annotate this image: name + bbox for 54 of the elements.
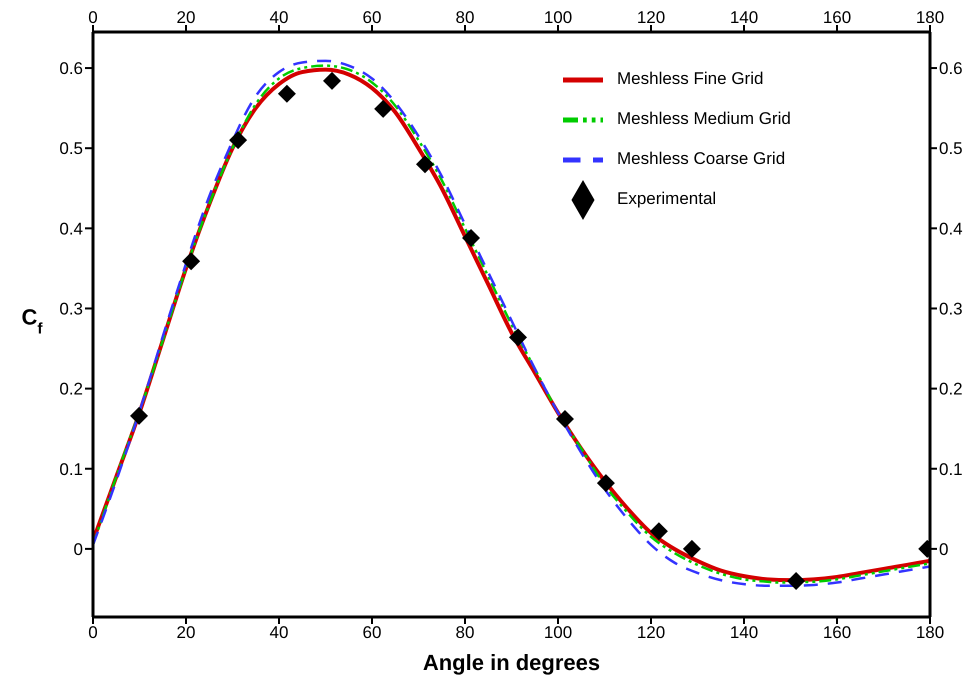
y2-tick-label: 0.5 bbox=[939, 139, 963, 158]
x2-tick-label: 120 bbox=[636, 623, 666, 642]
y-tick-label: 0.2 bbox=[59, 380, 83, 399]
x2-tick-label: 140 bbox=[730, 623, 758, 642]
point bbox=[374, 100, 392, 118]
legend-label: Meshless Coarse Grid bbox=[617, 149, 786, 168]
point bbox=[509, 328, 528, 346]
point bbox=[596, 474, 615, 492]
x-tick-label: 40 bbox=[270, 8, 288, 27]
y2-tick-label: 0 bbox=[939, 540, 948, 559]
point bbox=[182, 252, 200, 270]
x2-tick-label: 180 bbox=[916, 623, 944, 642]
y-tick-label: 0.6 bbox=[59, 59, 83, 78]
point bbox=[323, 72, 342, 90]
x-tick-label: 80 bbox=[456, 8, 474, 27]
x2-tick-label: 80 bbox=[456, 623, 474, 642]
x2-tick-label: 100 bbox=[544, 623, 572, 642]
y-tick-label: 0.3 bbox=[59, 300, 83, 319]
y2-tick-label: 0.4 bbox=[939, 219, 963, 238]
y2-tick-label: 0.1 bbox=[939, 460, 963, 479]
legend-label: Meshless Medium Grid bbox=[617, 109, 791, 128]
point bbox=[416, 155, 434, 174]
x2-tick-label: 20 bbox=[176, 623, 196, 642]
point bbox=[130, 406, 148, 425]
point bbox=[462, 228, 480, 247]
y2-tick-label: 0.6 bbox=[939, 59, 963, 78]
point bbox=[787, 572, 806, 590]
legend-label: Meshless Fine Grid bbox=[617, 69, 764, 88]
point bbox=[650, 522, 668, 540]
x-tick-label: 120 bbox=[636, 8, 666, 27]
y-tick-label: 0.5 bbox=[59, 139, 83, 158]
x2-tick-label: 160 bbox=[822, 623, 852, 642]
y-tick-label: 0.1 bbox=[59, 460, 83, 479]
x-tick-label: 100 bbox=[544, 8, 572, 27]
x-tick-label: 60 bbox=[362, 8, 382, 27]
y-tick-label: 0 bbox=[74, 540, 83, 559]
x-axis-title: Angle in degrees bbox=[422, 650, 600, 675]
x-tick-label: 20 bbox=[176, 8, 196, 27]
x-tick-label: 160 bbox=[822, 8, 852, 27]
point bbox=[229, 131, 248, 150]
y2-tick-label: 0.2 bbox=[939, 380, 963, 399]
x2-tick-label: 60 bbox=[362, 623, 382, 642]
y-axis-title: C$_{f}$ bbox=[21, 304, 44, 337]
x2-tick-label: 40 bbox=[270, 623, 288, 642]
x-tick-label: 140 bbox=[730, 8, 758, 27]
point bbox=[556, 410, 574, 428]
point bbox=[278, 84, 296, 103]
y-tick-label: 0.4 bbox=[59, 219, 83, 238]
x-tick-label: 0 bbox=[88, 8, 98, 27]
x2-tick-label: 0 bbox=[88, 623, 98, 642]
x-tick-label: 180 bbox=[916, 8, 944, 27]
legend-label: Experimental bbox=[617, 189, 716, 208]
y2-tick-label: 0.3 bbox=[939, 300, 963, 319]
point bbox=[682, 540, 701, 558]
